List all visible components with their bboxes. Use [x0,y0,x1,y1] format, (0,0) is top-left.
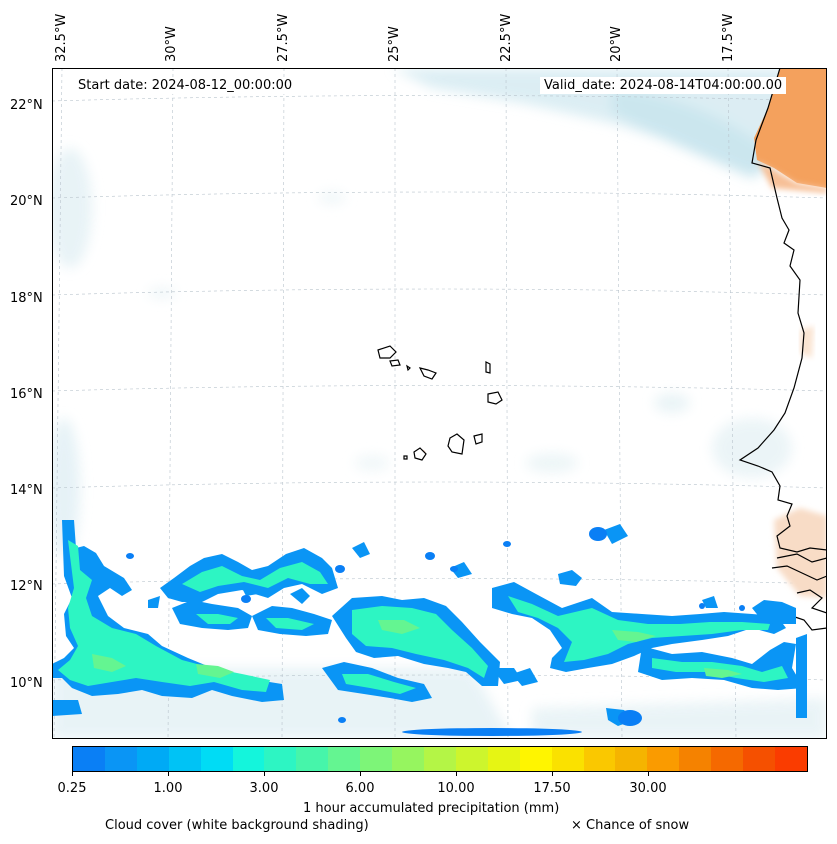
colorbar-segment [73,747,105,771]
colorbar-tick [552,772,553,776]
colorbar-segment [232,747,265,771]
lat-label: 12°N [10,579,43,594]
snow-legend: × Chance of snow [571,818,690,833]
start-date-label: Start date: 2024-08-12_00:00:00 [74,77,297,94]
colorbar-segment [679,747,712,771]
lat-label: 18°N [10,291,43,306]
colorbar-segment [551,747,584,771]
precipitation-field [52,520,807,736]
lon-label: 25°W [387,26,402,62]
cloud-cover-shading [52,68,827,739]
cloud-cover-legend: Cloud cover (white background shading) [105,818,369,833]
colorbar-segment [615,747,648,771]
colorbar-label: 1 hour accumulated precipitation (mm) [303,801,560,816]
colorbar-segment [423,747,456,771]
valid-date-label: Valid_date: 2024-08-14T04:00:00.00 [540,77,787,94]
lon-label: 27.5°W [276,13,291,62]
colorbar-tick-label: 3.00 [249,781,279,796]
precipitation-colorbar [72,746,808,772]
colorbar-segment [328,747,361,771]
colorbar-segment [392,747,424,771]
colorbar-tick [264,772,265,776]
colorbar-segment [711,747,744,771]
colorbar-segment [774,747,807,771]
lon-label: 20°W [609,26,624,62]
lon-label: 30°W [164,26,179,62]
colorbar-tick [72,772,73,776]
colorbar-segment [104,747,137,771]
colorbar-segment [264,747,297,771]
colorbar-segment [136,747,169,771]
lon-label: 22.5°W [499,13,514,62]
lat-label: 20°N [10,194,43,209]
lon-label: 32.5°W [54,13,69,62]
lat-label: 14°N [10,483,43,498]
colorbar-tick-label: 1.00 [153,781,183,796]
colorbar-tick [168,772,169,776]
lat-label: 22°N [10,98,43,113]
cape-verde-islands [377,345,503,461]
colorbar-tick-label: 17.50 [533,781,571,796]
colorbar-tick [360,772,361,776]
lon-label: 17.5°W [721,13,736,62]
colorbar-tick [456,772,457,776]
colorbar-segment [168,747,201,771]
colorbar-segment [487,747,520,771]
colorbar-segment [743,747,775,771]
lat-label: 16°N [10,387,43,402]
lat-label: 10°N [10,676,43,691]
colorbar-tick [648,772,649,776]
colorbar-tick-label: 10.00 [437,781,475,796]
colorbar-tick-label: 6.00 [345,781,375,796]
colorbar-tick-label: 0.25 [57,781,87,796]
colorbar-tick-label: 30.00 [629,781,667,796]
colorbar-segment [455,747,488,771]
colorbar-segment [360,747,393,771]
colorbar-segment [200,747,233,771]
coastline [738,68,827,631]
colorbar-segment [583,747,616,771]
colorbar-segment [296,747,329,771]
precipitation-map[interactable] [52,68,827,739]
colorbar-segment [519,747,552,771]
colorbar-segment [647,747,680,771]
